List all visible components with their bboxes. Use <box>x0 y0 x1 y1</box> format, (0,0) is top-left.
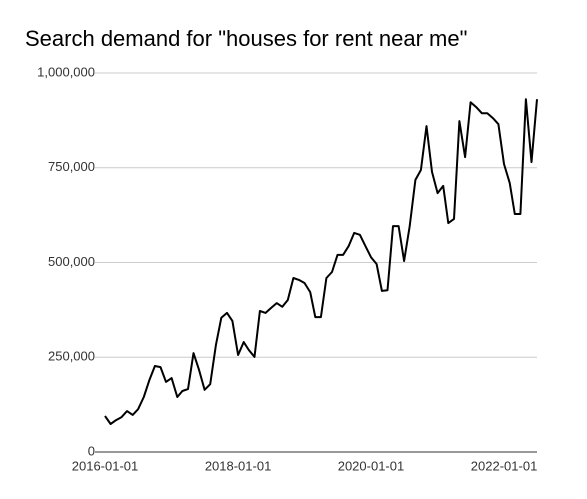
x-tick-label: 2018-01-01 <box>205 458 272 473</box>
line <box>104 98 538 425</box>
y-tick-label: 0 <box>88 443 95 458</box>
chart-title: Search demand for "houses for rent near … <box>25 26 467 51</box>
x-tick-label: 2022-01-01 <box>471 458 538 473</box>
y-tick-label: 250,000 <box>48 349 95 364</box>
y-tick-label: 500,000 <box>48 254 95 269</box>
x-tick-label: 2020-01-01 <box>338 458 405 473</box>
y-tick-label: 750,000 <box>48 159 95 174</box>
y-tick-label: 1,000,000 <box>37 64 95 79</box>
x-tick-label: 2016-01-01 <box>72 458 139 473</box>
